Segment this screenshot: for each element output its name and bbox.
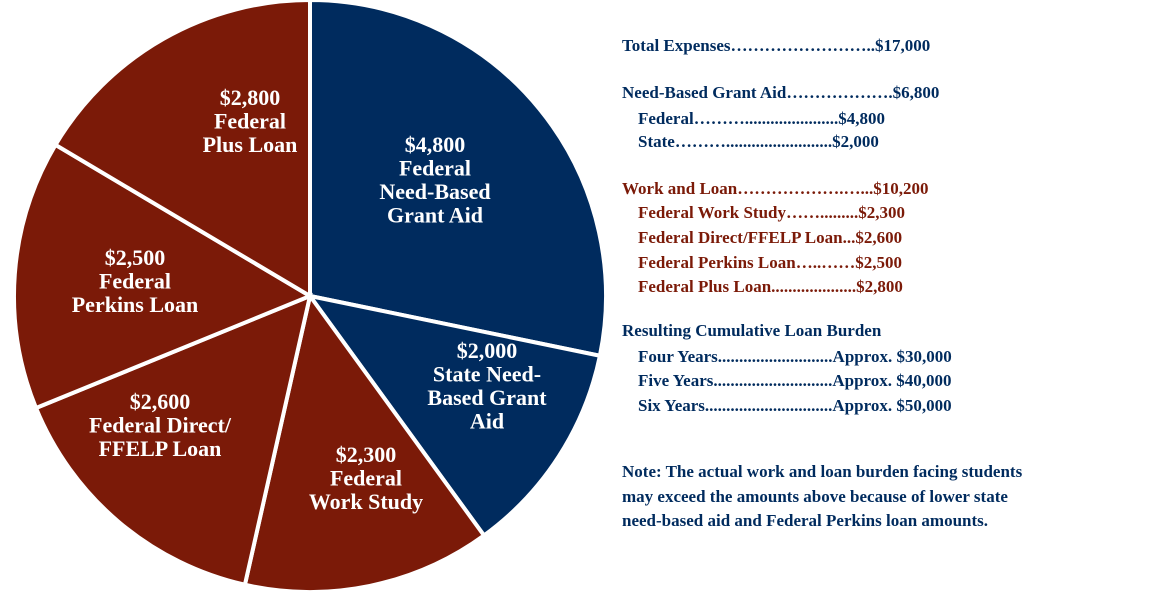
slice-value: $2,600: [130, 389, 191, 414]
panel-line: Federal………......................$4,800: [638, 109, 885, 128]
panel-line: Five Years............................Ap…: [638, 371, 952, 390]
panel-line: Total Expenses……………………..$17,000: [622, 36, 930, 55]
slice-label: $2,800 Federal Plus Loan: [203, 85, 298, 157]
slice-name: FFELP Loan: [99, 436, 222, 461]
slice-value: $2,800: [220, 85, 281, 110]
pie-slice: [33, 292, 313, 588]
slice-name: Aid: [470, 409, 504, 434]
panel-line: may exceed the amounts above because of …: [622, 487, 1008, 506]
panel-line: Federal Plus Loan....................$2,…: [638, 277, 903, 296]
slice-name: Federal: [214, 109, 286, 134]
slice-label: $2,600 Federal Direct/FFELP Loan: [89, 389, 232, 461]
slice-name: State Need-: [433, 362, 541, 387]
slice-name: Need-Based: [379, 179, 490, 204]
panel-line: Work and Loan……………….…...$10,200: [622, 179, 929, 198]
slice-value: $2,000: [457, 338, 518, 363]
slice-name: Federal: [99, 269, 171, 294]
slice-label: $4,800 Federal Need-Based Grant Aid: [379, 132, 490, 228]
pie-slice: [52, 0, 312, 300]
panel-line: Federal Work Study…….........$2,300: [638, 203, 905, 222]
panel-line: Six Years..............................A…: [638, 396, 952, 415]
slice-name: Based Grant: [427, 385, 547, 410]
panel-line: Note: The actual work and loan burden fa…: [622, 462, 1023, 481]
slice-label: $2,000 State Need-Based Grant Aid: [427, 338, 547, 434]
panel-line: State……….........................$2,000: [638, 132, 879, 151]
pie-slice: [308, 0, 608, 359]
slice-name: Federal Direct/: [89, 413, 232, 438]
slice-name: Federal: [399, 156, 471, 181]
panel-line: Need-Based Grant Aid……………….$6,800: [622, 83, 939, 102]
slice-name: Plus Loan: [203, 132, 298, 157]
panel-line: Federal Direct/FFELP Loan...$2,600: [638, 228, 902, 247]
panel-line: Federal Perkins Loan…..……$2,500: [638, 253, 902, 272]
slice-label: $2,500 Federal Perkins Loan: [72, 245, 199, 317]
panel-line: Resulting Cumulative Loan Burden: [622, 321, 882, 340]
slice-value: $2,500: [105, 245, 166, 270]
slice-value: $2,300: [336, 442, 397, 467]
pie-slice: [305, 292, 603, 539]
slice-name: Federal: [330, 466, 402, 491]
slice-name: Grant Aid: [387, 203, 483, 228]
slice-value: $4,800: [405, 132, 466, 157]
panel-line: Four Years...........................App…: [638, 347, 952, 366]
slice-label: $2,300 Federal Work Study: [309, 442, 423, 514]
slice-name: Work Study: [309, 489, 423, 514]
slice-name: Perkins Loan: [72, 292, 199, 317]
pie-slice: [242, 291, 487, 592]
pie-slice: [12, 142, 315, 411]
panel-line: need-based aid and Federal Perkins loan …: [622, 511, 988, 530]
